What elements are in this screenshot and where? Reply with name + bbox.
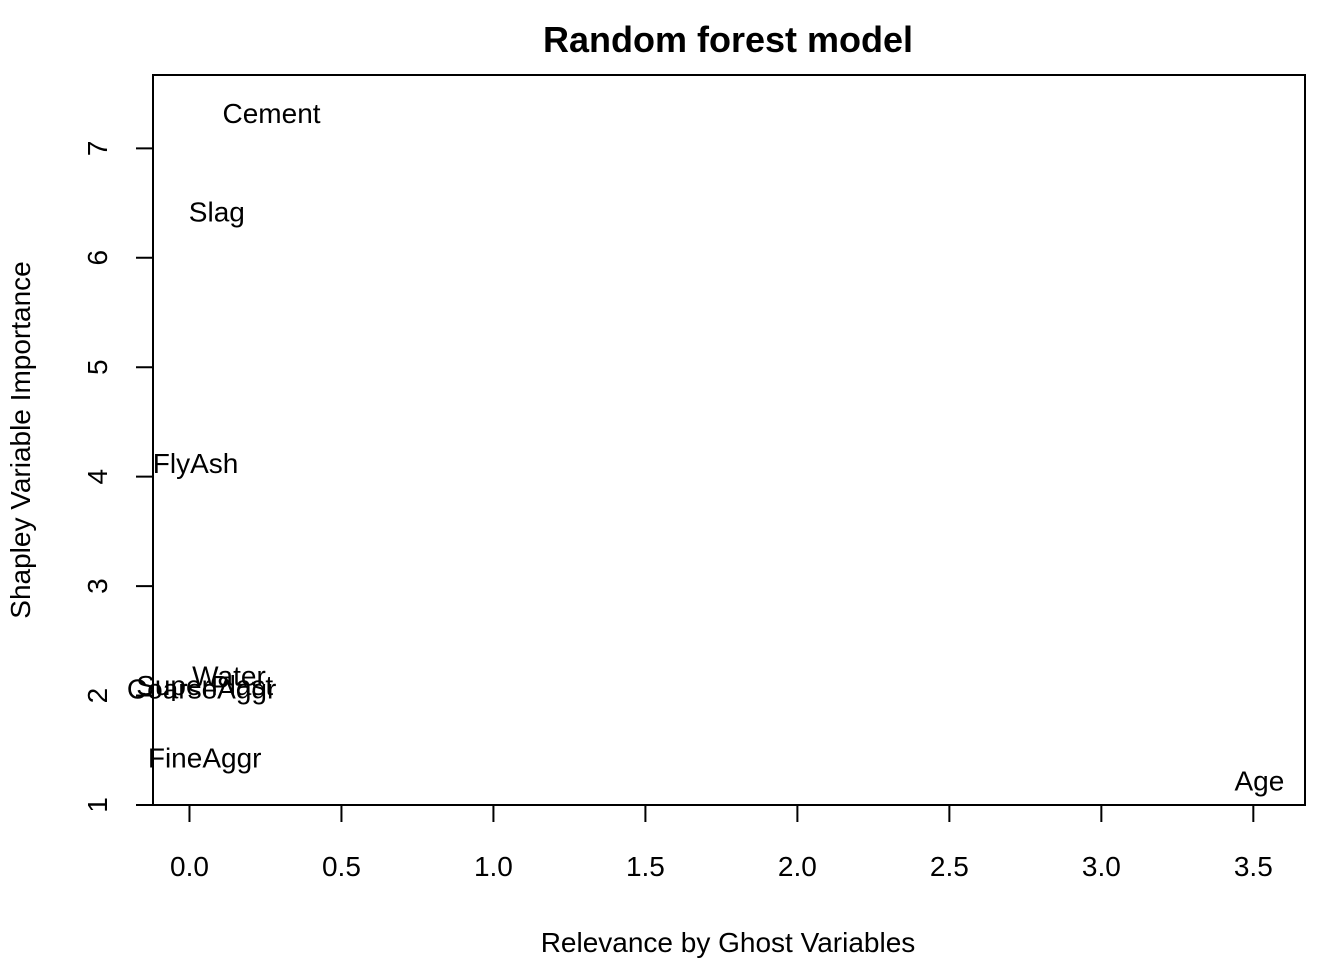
y-tick-label: 6	[82, 250, 113, 266]
y-tick-label: 1	[82, 797, 113, 813]
point-label-age: Age	[1234, 765, 1284, 796]
point-label-superplast: SuperPlast	[136, 670, 273, 701]
x-tick-label: 2.5	[930, 851, 969, 882]
x-tick-label: 0.5	[322, 851, 361, 882]
x-tick-label: 2.0	[778, 851, 817, 882]
point-label-slag: Slag	[189, 196, 245, 227]
y-axis-label: Shapley Variable Importance	[5, 261, 36, 618]
y-tick-label: 7	[82, 141, 113, 157]
x-tick-label: 1.0	[474, 851, 513, 882]
point-label-water: Water	[192, 660, 266, 691]
x-tick-label: 1.5	[626, 851, 665, 882]
point-label-cement: Cement	[223, 98, 321, 129]
point-label-flyash: FlyAsh	[153, 448, 239, 479]
y-axis: 1 2 3 4 5 6 7	[82, 141, 154, 813]
y-tick-label: 2	[82, 688, 113, 704]
chart-title: Random forest model	[543, 19, 913, 60]
plot-area	[152, 74, 1306, 806]
x-axis: 0.0 0.5 1.0 1.5 2.0 2.5 3.0 3.5	[170, 804, 1273, 882]
point-label-coarseaggr: CoarseAggr	[127, 673, 276, 704]
point-label-fineaggr: FineAggr	[148, 742, 262, 773]
x-tick-label: 0.0	[170, 851, 209, 882]
data-points: Cement Slag FlyAsh WaterSuperPlastCoarseAgg…	[127, 98, 1284, 797]
y-tick-label: 4	[82, 469, 113, 485]
y-tick-label: 3	[82, 578, 113, 594]
x-axis-label: Relevance by Ghost Variables	[541, 927, 916, 958]
y-tick-label: 5	[82, 359, 113, 375]
x-tick-label: 3.5	[1234, 851, 1273, 882]
x-tick-label: 3.0	[1082, 851, 1121, 882]
